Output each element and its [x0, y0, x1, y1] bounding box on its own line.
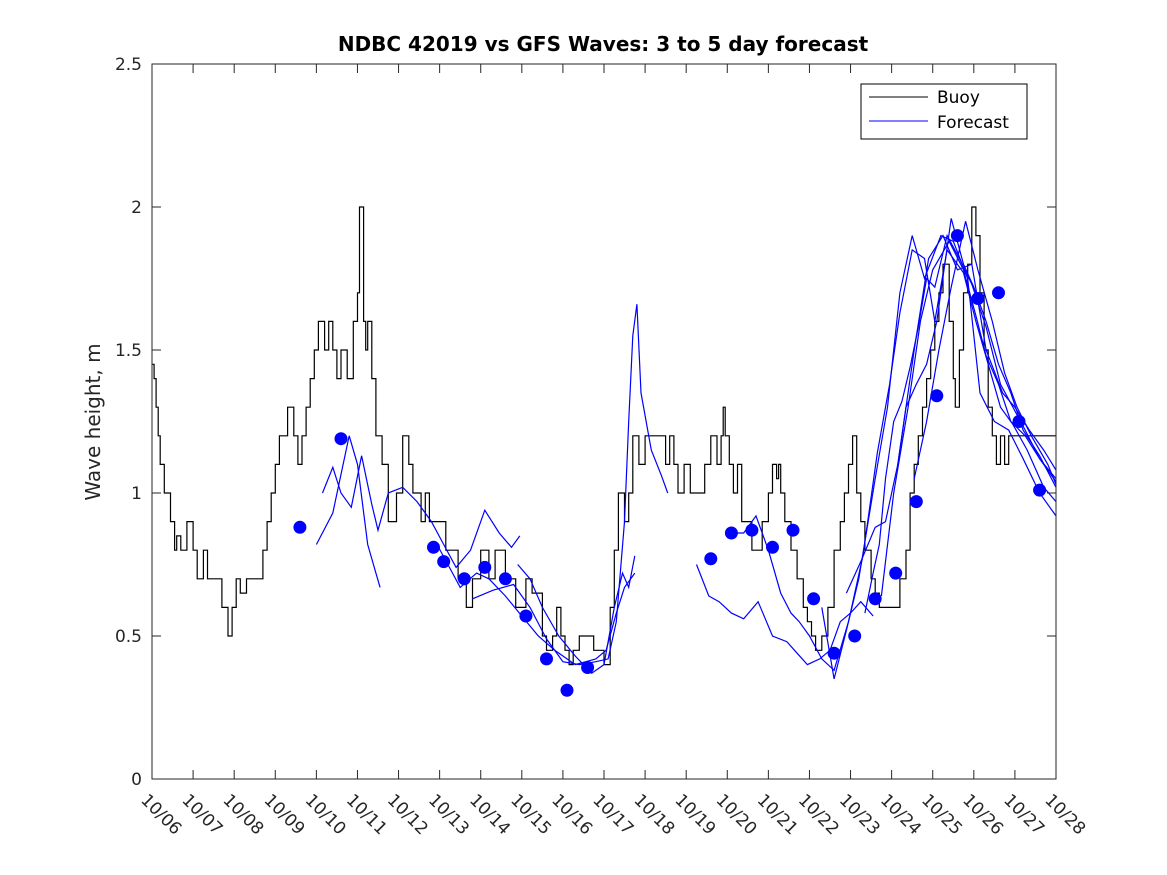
forecast-marker	[427, 540, 440, 554]
plot-area	[152, 206, 1057, 697]
forecast-marker	[889, 566, 903, 580]
forecast-marker	[766, 540, 779, 554]
forecast-marker	[724, 526, 738, 540]
forecast-marker	[437, 555, 451, 569]
forecast-marker	[478, 560, 492, 574]
forecast-series-line-8	[821, 234, 1057, 680]
y-tick-label: 1.5	[115, 341, 142, 361]
forecast-marker	[807, 592, 821, 606]
forecast-marker	[909, 495, 923, 509]
forecast-marker	[827, 646, 841, 660]
y-axis-label: Wave height, m	[81, 343, 105, 500]
legend-forecast-label: Forecast	[937, 113, 1009, 133]
forecast-marker	[930, 389, 944, 403]
forecast-series-line-5	[517, 555, 636, 674]
forecast-marker	[581, 661, 595, 674]
forecast-marker	[971, 292, 985, 305]
forecast-marker	[519, 609, 533, 623]
forecast-marker	[704, 552, 718, 566]
forecast-marker	[950, 229, 964, 243]
forecast-series-line-1	[321, 455, 521, 569]
forecast-marker	[848, 629, 862, 643]
forecast-marker	[868, 592, 882, 606]
forecast-marker	[560, 683, 574, 697]
legend-box	[860, 83, 1028, 140]
forecast-marker	[745, 523, 759, 537]
forecast-series-line-10	[880, 240, 1057, 597]
forecast-marker	[498, 572, 512, 586]
legend-buoy-label: Buoy	[937, 88, 980, 108]
forecast-marker	[457, 572, 471, 586]
y-tick-label: 1	[131, 484, 142, 504]
forecast-series-line-12	[913, 221, 1057, 485]
legend: Buoy Forecast	[860, 83, 1028, 140]
forecast-marker	[540, 652, 553, 666]
forecast-marker	[293, 520, 307, 534]
forecast-marker	[334, 432, 348, 446]
forecast-series-line-13	[864, 233, 1057, 614]
y-tick-label: 2.5	[115, 55, 142, 75]
y-tick-label: 2	[131, 198, 142, 218]
forecast-marker	[1012, 415, 1026, 428]
forecast-marker	[992, 286, 1005, 300]
forecast-marker	[1033, 483, 1047, 497]
forecast-marker	[786, 523, 800, 537]
y-tick-label: 0	[131, 770, 142, 790]
forecast-series-line-4	[472, 304, 669, 666]
forecast-series-line-2	[315, 435, 381, 588]
y-tick-label: 0.5	[115, 627, 142, 647]
chart-title: NDBC 42019 vs GFS Waves: 3 to 5 day fore…	[338, 32, 869, 56]
forecast-series-line-6	[695, 564, 874, 666]
